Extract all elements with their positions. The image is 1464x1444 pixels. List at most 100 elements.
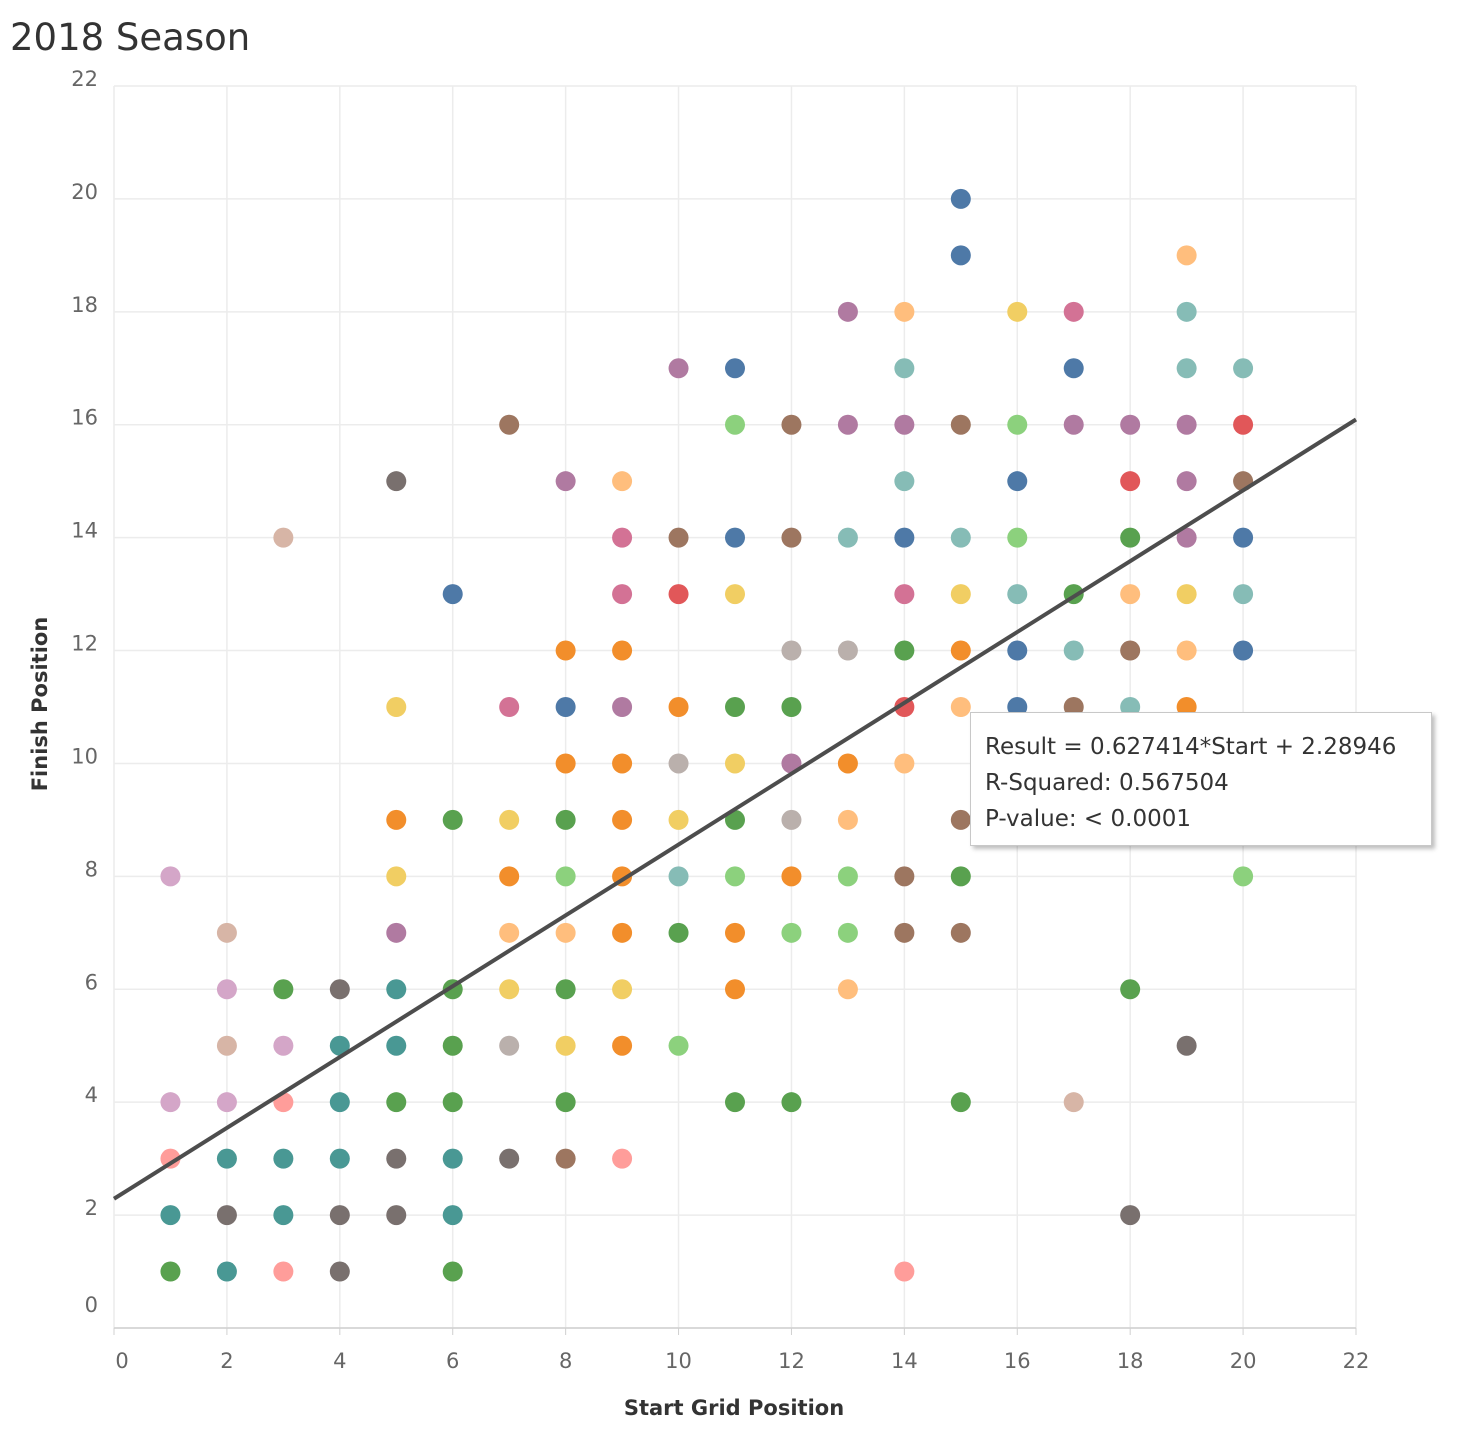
data-point <box>668 866 689 887</box>
data-point <box>386 697 407 717</box>
data-point <box>1176 301 1197 322</box>
data-point <box>781 697 802 717</box>
data-point <box>386 1205 407 1226</box>
data-point <box>386 1148 407 1169</box>
trend-line <box>112 417 1358 1201</box>
x-tick-label: 22 <box>1343 1349 1370 1373</box>
data-point <box>894 527 915 548</box>
data-point <box>442 584 463 605</box>
y-tick-label: 8 <box>85 857 98 881</box>
y-tick-label: 14 <box>71 519 98 543</box>
data-point <box>329 1205 350 1226</box>
data-point <box>1176 584 1197 605</box>
data-point <box>837 922 858 943</box>
data-point <box>612 1148 633 1169</box>
data-point <box>1176 414 1197 435</box>
data-point <box>555 866 576 887</box>
data-point <box>442 1035 463 1056</box>
data-point <box>442 1205 463 1226</box>
data-point <box>894 584 915 605</box>
data-point <box>1007 640 1028 661</box>
data-point <box>499 697 520 717</box>
data-point <box>499 979 520 1000</box>
data-point <box>1176 1035 1197 1056</box>
data-point <box>1120 640 1141 661</box>
data-point <box>1007 527 1028 548</box>
y-axis-label: Finish Position <box>28 617 52 792</box>
data-point <box>329 1092 350 1113</box>
data-point <box>1233 414 1254 435</box>
data-point <box>612 1035 633 1056</box>
data-point <box>216 1205 237 1226</box>
trend-line-group <box>112 417 1358 1201</box>
data-point <box>1120 527 1141 548</box>
data-point <box>950 640 971 661</box>
y-tick-label: 0 <box>85 1293 98 1317</box>
data-point <box>1176 358 1197 379</box>
y-tick-label: 4 <box>85 1083 98 1107</box>
data-point <box>329 1261 350 1282</box>
data-point <box>1120 584 1141 605</box>
data-point <box>837 753 858 774</box>
data-point <box>612 922 633 943</box>
data-point <box>273 527 294 548</box>
data-point <box>555 1148 576 1169</box>
x-tick-label: 6 <box>446 1349 459 1373</box>
data-point <box>725 809 745 830</box>
data-point <box>894 414 915 435</box>
data-point <box>1007 584 1028 605</box>
data-point <box>950 809 971 830</box>
y-tick-label: 6 <box>85 970 98 994</box>
data-point <box>216 1148 237 1169</box>
data-point <box>950 697 971 717</box>
data-point <box>894 471 915 492</box>
data-point <box>329 979 350 1000</box>
data-point <box>1176 527 1197 548</box>
x-tick-label: 14 <box>891 1349 918 1373</box>
data-point <box>837 866 858 887</box>
data-point <box>555 979 576 1000</box>
data-point <box>837 301 858 322</box>
data-point <box>386 979 407 1000</box>
y-tick-label: 10 <box>71 744 98 768</box>
x-tick-label: 2 <box>220 1349 233 1373</box>
data-point <box>273 1205 294 1226</box>
data-point <box>950 584 971 605</box>
data-point <box>612 471 633 492</box>
data-point <box>612 527 633 548</box>
trend-equation: Result = 0.627414*Start + 2.28946 <box>985 734 1397 760</box>
data-point <box>216 922 237 943</box>
data-point <box>894 640 915 661</box>
data-point <box>1120 414 1141 435</box>
axes: 0 2 4 6 8 10 12 14 16 18 20 22 0 2 4 6 8 10 12 14 16 18 20 22 <box>71 67 1369 1373</box>
data-point <box>555 697 576 717</box>
data-point <box>781 1092 802 1113</box>
data-point <box>329 1035 350 1056</box>
data-point <box>216 1035 237 1056</box>
data-point <box>894 866 915 887</box>
data-point <box>1233 640 1254 661</box>
x-tick-label: 12 <box>778 1349 805 1373</box>
data-point <box>950 414 971 435</box>
data-point <box>216 979 237 1000</box>
data-point <box>555 1092 576 1113</box>
data-point <box>668 358 689 379</box>
data-point <box>1233 358 1254 379</box>
y-tick-label: 22 <box>71 67 98 91</box>
data-point <box>442 1092 463 1113</box>
data-point <box>386 1092 407 1113</box>
data-point <box>612 584 633 605</box>
y-tick-label: 12 <box>71 632 98 656</box>
data-point <box>386 471 407 492</box>
data-point <box>1063 414 1084 435</box>
data-point <box>1176 245 1197 266</box>
data-point <box>1007 471 1028 492</box>
data-point <box>837 640 858 661</box>
data-point <box>273 1148 294 1169</box>
data-point <box>894 922 915 943</box>
data-point <box>160 1205 181 1226</box>
data-point <box>950 1092 971 1113</box>
data-points <box>160 188 1254 1282</box>
data-point <box>837 414 858 435</box>
